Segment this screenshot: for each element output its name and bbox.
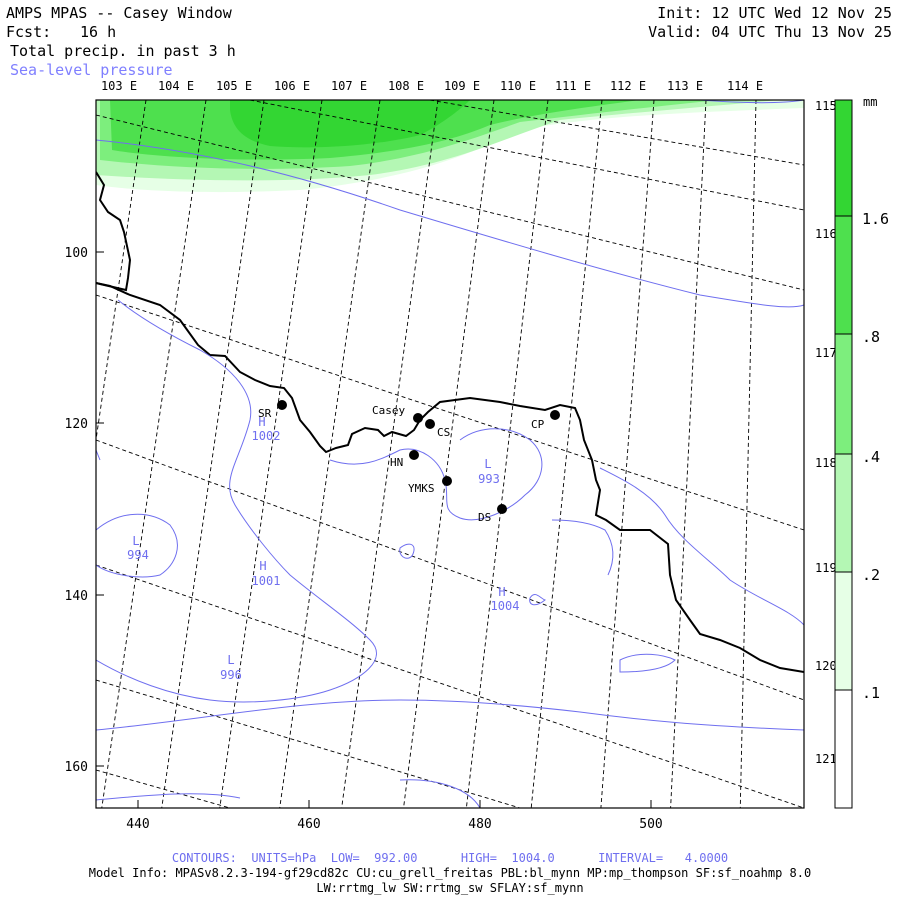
pressure-center-value: 993: [478, 472, 500, 486]
station-marker: [413, 413, 423, 423]
station-label-casey: Casey: [372, 404, 405, 417]
station-label-ds: DS: [478, 511, 491, 524]
latitude-lines: [96, 100, 804, 808]
colorbar-label: 1.6: [862, 210, 889, 228]
init-time: Init: 12 UTC Wed 12 Nov 25: [657, 4, 892, 22]
coastline: [96, 171, 804, 673]
longitude-lines: [96, 100, 804, 808]
model-info: Model Info: MPASv8.2.3-194-gf29cd82c CU:…: [88, 866, 812, 880]
top-lon-label: 104 E: [158, 79, 194, 93]
top-lon-label: 106 E: [274, 79, 310, 93]
left-axis-label: 100: [65, 246, 88, 261]
station-label-ymks: YMKS: [408, 482, 435, 495]
top-lon-label: 114 E: [727, 79, 763, 93]
station-marker: [277, 400, 287, 410]
physics-info: LW:rrtmg_lw SW:rrtmg_sw SFLAY:sf_mynn: [316, 881, 584, 895]
pressure-center-value: 1004: [491, 599, 520, 613]
colorbar: [834, 99, 853, 809]
forecast-hours: 16 h: [80, 23, 117, 41]
valid-time: Valid: 04 UTC Thu 13 Nov 25: [648, 23, 892, 41]
station-marker: [497, 504, 507, 514]
station-label-sr: SR: [258, 407, 272, 420]
left-axis-label: 140: [65, 589, 88, 604]
left-axis-label: 160: [65, 760, 88, 775]
top-lon-label: 103 E: [101, 79, 137, 93]
contour-info: CONTOURS: UNITS=hPa LOW= 992.00 HIGH= 10…: [171, 851, 729, 865]
bottom-axis-label: 440: [126, 817, 149, 832]
top-lon-label: 113 E: [667, 79, 703, 93]
precip-shading: [96, 100, 804, 193]
pressure-center-type: L: [227, 653, 234, 667]
left-axis-label: 120: [65, 417, 88, 432]
colorbar-label: .2: [862, 566, 880, 584]
station-marker: [409, 450, 419, 460]
top-lon-label: 108 E: [388, 79, 424, 93]
top-lon-label: 111 E: [555, 79, 591, 93]
axis-ticks: [96, 251, 652, 808]
pressure-center-value: 1001: [252, 574, 281, 588]
colorbar-unit: mm: [863, 95, 877, 109]
pressure-center-type: L: [132, 534, 139, 548]
bottom-axis-label: 480: [468, 817, 491, 832]
field-title-slp: Sea-level pressure: [10, 61, 173, 79]
top-lon-label: 112 E: [610, 79, 646, 93]
map-title: AMPS MPAS -- Casey Window: [6, 4, 232, 22]
pressure-center-type: H: [498, 585, 505, 599]
pressure-center-value: 994: [127, 548, 149, 562]
top-lon-label: 107 E: [331, 79, 367, 93]
bottom-axis-label: 460: [297, 817, 320, 832]
bottom-axis-label: 500: [639, 817, 662, 832]
station-label-cp: CP: [531, 418, 545, 431]
plot-frame: [95, 99, 805, 809]
top-lon-label: 109 E: [444, 79, 480, 93]
station-marker: [442, 476, 452, 486]
station-label-hn: HN: [390, 456, 403, 469]
pressure-center-value: 1002: [252, 429, 281, 443]
pressure-center-type: H: [259, 559, 266, 573]
station-marker: [425, 419, 435, 429]
slp-contours: [96, 100, 804, 808]
colorbar-label: .1: [862, 684, 880, 702]
field-title-precip: Total precip. in past 3 h: [10, 42, 236, 60]
top-lon-label: 105 E: [216, 79, 252, 93]
pressure-center-type: H: [258, 415, 265, 429]
pressure-center-value: 996: [220, 668, 242, 682]
pressure-center-type: L: [484, 457, 491, 471]
colorbar-label: .4: [862, 448, 880, 466]
top-lon-label: 110 E: [500, 79, 536, 93]
station-label-cs: CS: [437, 426, 450, 439]
colorbar-label: .8: [862, 328, 880, 346]
station-marker: [550, 410, 560, 420]
forecast-label: Fcst:: [6, 23, 52, 41]
